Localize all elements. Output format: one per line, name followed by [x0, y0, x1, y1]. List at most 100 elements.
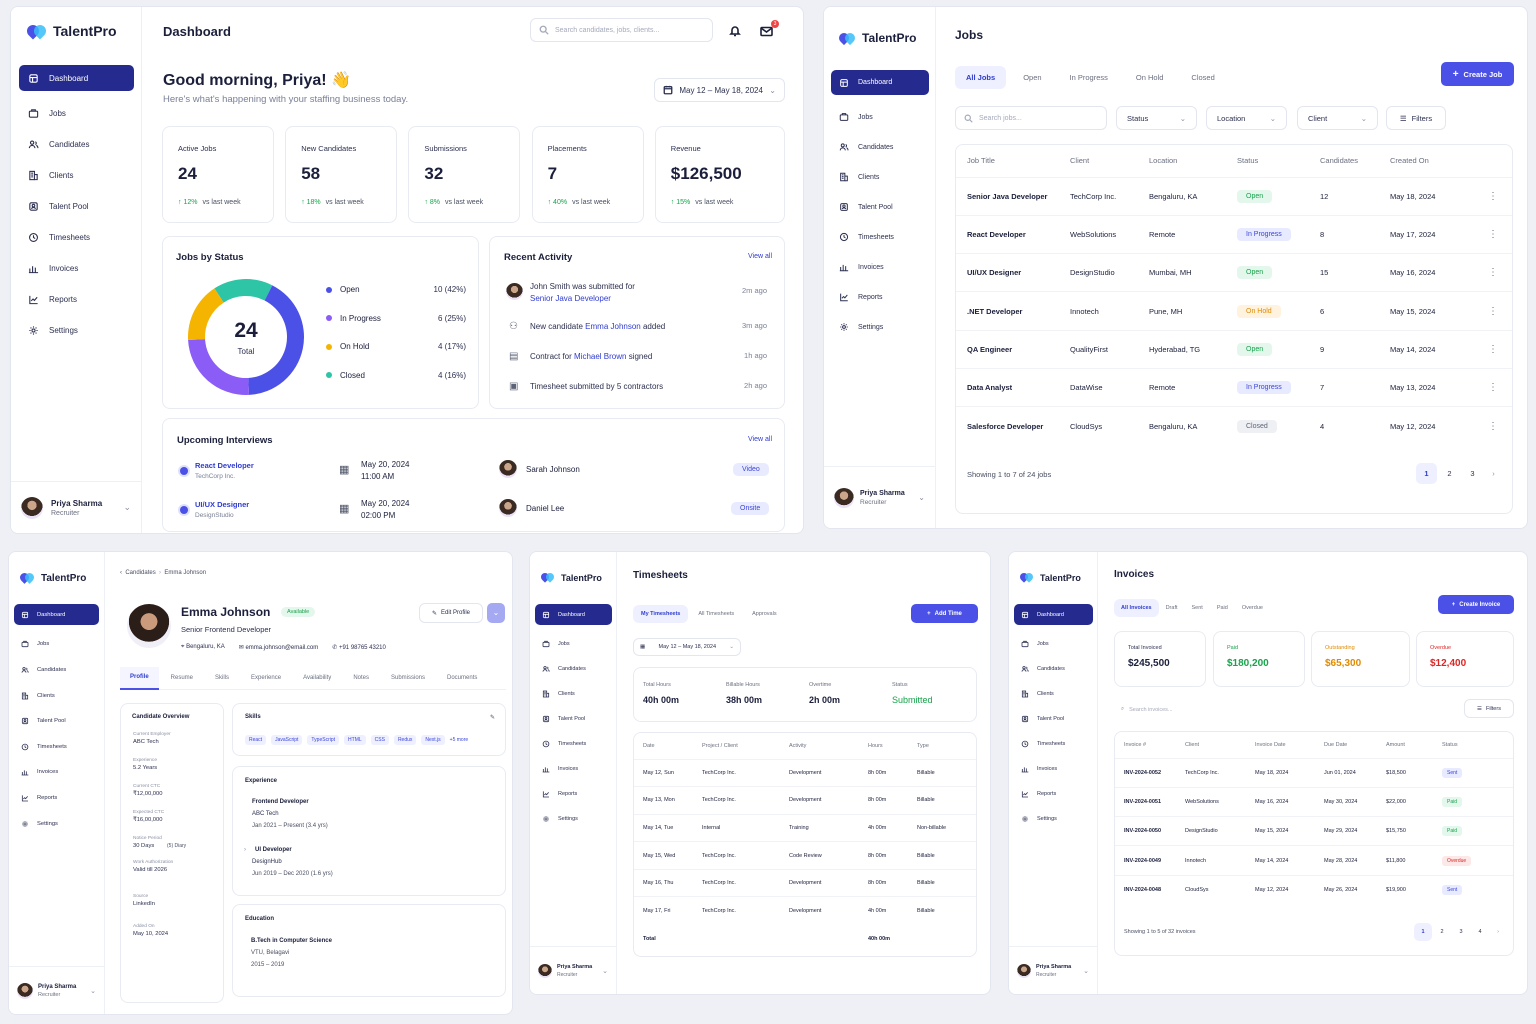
table-row[interactable]: INV-2024-0050 DesignStudio May 15, 2024 May… [1115, 816, 1513, 846]
sidebar-item-reports[interactable]: Reports [535, 781, 612, 806]
brand-logo[interactable]: TalentPro [539, 571, 602, 583]
sidebar-item-dashboard[interactable]: Dashboard [1014, 604, 1093, 625]
table-row[interactable]: INV-2024-0048 CloudSys May 12, 2024 May 26,… [1115, 875, 1513, 904]
client-filter-dropdown[interactable]: Client ⌄ [1297, 106, 1378, 130]
add-time-button[interactable]: + Add Time [911, 604, 978, 623]
table-row[interactable]: May 15, Wed TechCorp Inc. Code Review 8h 00… [634, 841, 976, 870]
more-options-icon[interactable]: ⋮ [1488, 382, 1498, 394]
sidebar-item-dashboard[interactable]: Dashboard [19, 65, 134, 91]
invoice-search-input[interactable]: ⌕ Search invoices... [1114, 700, 1247, 719]
table-row[interactable]: React Developer WebSolutions Remote In Prog… [956, 215, 1512, 253]
breadcrumb-candidates[interactable]: Candidates [125, 570, 156, 576]
sidebar-item-reports[interactable]: Reports [831, 282, 929, 312]
sidebar-item-candidates[interactable]: Candidates [535, 656, 612, 681]
email-info[interactable]: ✉ emma.johnson@email.com [239, 644, 319, 651]
sidebar-item-settings[interactable]: Settings [535, 806, 612, 831]
phone-info[interactable]: ✆ +91 98765 43210 [332, 644, 386, 651]
more-actions-button[interactable]: ⌄ [487, 603, 505, 623]
view-all-link[interactable]: View all [748, 436, 772, 443]
invoice-number[interactable]: INV-2024-0052 [1124, 769, 1161, 776]
sidebar-item-candidates[interactable]: Candidates [19, 129, 134, 160]
sidebar-item-settings[interactable]: Settings [14, 811, 99, 837]
table-row[interactable]: QA Engineer QualityFirst Hyderabad, TG Open… [956, 330, 1512, 368]
donut-slice-in-progress[interactable] [188, 339, 250, 395]
location-filter-dropdown[interactable]: Location ⌄ [1206, 106, 1287, 130]
chevron-left-icon[interactable]: ‹ [120, 570, 122, 576]
sidebar-item-talent-pool[interactable]: Talent Pool [1014, 706, 1093, 731]
activity-link[interactable]: Senior Java Developer [530, 294, 611, 303]
interview-candidate[interactable]: Sarah Johnson [526, 465, 580, 474]
tab-sent[interactable]: Sent [1191, 605, 1203, 611]
interview-candidate[interactable]: Daniel Lee [526, 504, 565, 513]
job-title[interactable]: Senior Java Developer [967, 191, 1048, 201]
sidebar-item-talent-pool[interactable]: Talent Pool [535, 706, 612, 731]
donut-slice-closed[interactable] [214, 279, 273, 303]
tab-availability[interactable]: Availability [303, 675, 332, 681]
sidebar-item-clients[interactable]: Clients [19, 160, 134, 191]
sidebar-item-timesheets[interactable]: Timesheets [1014, 731, 1093, 756]
more-options-icon[interactable]: ⋮ [1488, 305, 1498, 317]
sidebar-item-clients[interactable]: Clients [14, 683, 99, 709]
brand-logo[interactable]: TalentPro [836, 30, 916, 46]
sidebar-item-dashboard[interactable]: Dashboard [831, 70, 929, 95]
sidebar-item-clients[interactable]: Clients [1014, 681, 1093, 706]
sidebar-item-invoices[interactable]: Invoices [535, 756, 612, 781]
table-row[interactable]: UI/UX Designer DesignStudio Mumbai, MH Open… [956, 253, 1512, 292]
tab-in-progress[interactable]: In Progress [1069, 72, 1108, 82]
activity-link[interactable]: Emma Johnson [585, 322, 641, 331]
invoice-number[interactable]: INV-2024-0050 [1124, 828, 1161, 835]
sidebar-item-jobs[interactable]: Jobs [831, 102, 929, 132]
tab-submissions[interactable]: Submissions [391, 675, 426, 681]
tab-notes[interactable]: Notes [353, 675, 369, 681]
create-invoice-button[interactable]: + Create Invoice [1438, 595, 1514, 614]
tab-experience[interactable]: Experience [251, 675, 282, 681]
bell-icon[interactable] [729, 24, 741, 42]
chevron-right-icon[interactable]: › [244, 847, 246, 853]
edit-skills-icon[interactable]: ✎ [489, 715, 495, 721]
sidebar-item-invoices[interactable]: Invoices [14, 760, 99, 786]
global-search-input[interactable]: Search candidates, jobs, clients... [530, 18, 713, 42]
page-4[interactable]: 4 [1478, 929, 1482, 935]
brand-logo[interactable]: TalentPro [1018, 571, 1081, 583]
sidebar-item-reports[interactable]: Reports [14, 785, 99, 811]
page-2[interactable]: 2 [1447, 469, 1452, 478]
table-row[interactable]: May 14, Tue Internal Training 4h 00m Non-bil… [634, 814, 976, 842]
sidebar-item-talent-pool[interactable]: Talent Pool [19, 191, 134, 222]
table-row[interactable]: Data Analyst DataWise Remote In Progress 7 Ma… [956, 368, 1512, 406]
donut-slice-open[interactable] [248, 285, 304, 395]
tab-overdue[interactable]: Overdue [1241, 605, 1263, 611]
sidebar-item-jobs[interactable]: Jobs [535, 631, 612, 656]
invoice-number[interactable]: INV-2024-0051 [1124, 798, 1161, 805]
view-all-link[interactable]: View all [748, 253, 772, 260]
sidebar-item-candidates[interactable]: Candidates [1014, 656, 1093, 681]
user-menu[interactable]: Priya Sharma Recruiter ⌄ [9, 966, 104, 1014]
filters-button[interactable]: ☰ Filters [1386, 106, 1446, 130]
sidebar-item-timesheets[interactable]: Timesheets [19, 222, 134, 253]
status-filter-dropdown[interactable]: Status ⌄ [1116, 106, 1197, 130]
interview-role[interactable]: UI/UX Designer [195, 500, 250, 509]
sidebar-item-invoices[interactable]: Invoices [1014, 756, 1093, 781]
table-row[interactable]: .NET Developer Innotech Pune, MH On Hold 6 Ma… [956, 291, 1512, 330]
sidebar-item-reports[interactable]: Reports [19, 284, 134, 315]
date-range-picker[interactable]: May 12 – May 18, 2024 ⌄ [654, 78, 785, 102]
sidebar-item-jobs[interactable]: Jobs [19, 98, 134, 129]
page-3[interactable]: 3 [1470, 469, 1475, 478]
page-3[interactable]: 3 [1459, 929, 1463, 935]
tab-open[interactable]: Open [1023, 72, 1042, 82]
more-options-icon[interactable]: ⋮ [1488, 190, 1498, 202]
edit-profile-button[interactable]: ✎ Edit Profile [419, 603, 483, 623]
tab-on-hold[interactable]: On Hold [1135, 72, 1164, 82]
tab-documents[interactable]: Documents [447, 675, 478, 681]
tab-closed[interactable]: Closed [1191, 72, 1215, 82]
invoice-number[interactable]: INV-2024-0048 [1124, 887, 1161, 894]
sidebar-item-clients[interactable]: Clients [831, 162, 929, 192]
tab-skills[interactable]: Skills [215, 675, 230, 681]
user-menu[interactable]: Priya Sharma Recruiter ⌄ [1009, 946, 1097, 994]
brand-logo[interactable]: TalentPro [18, 571, 86, 584]
chevron-right-icon[interactable]: › [1497, 929, 1499, 935]
mail-icon[interactable] [760, 24, 773, 42]
filters-button[interactable]: ☰ Filters [1464, 699, 1514, 718]
more-options-icon[interactable]: ⋮ [1488, 420, 1498, 432]
sidebar-item-clients[interactable]: Clients [535, 681, 612, 706]
page-1[interactable]: 1 [1416, 463, 1437, 484]
